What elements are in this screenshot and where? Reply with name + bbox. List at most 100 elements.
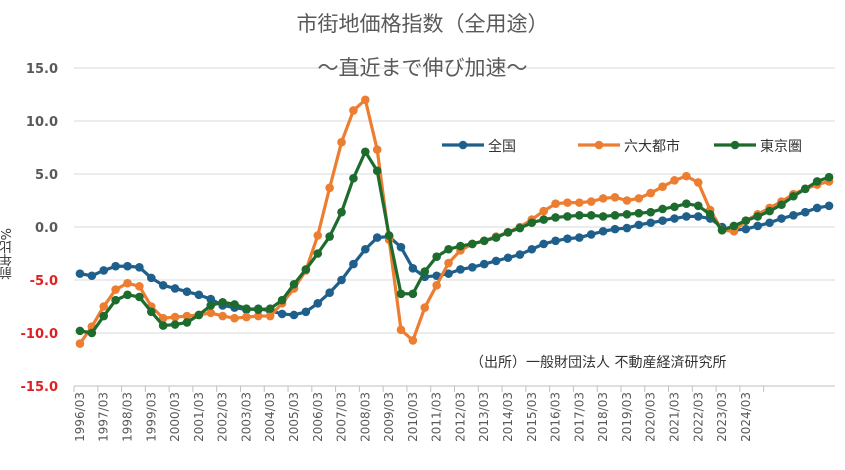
data-point bbox=[408, 289, 418, 299]
data-point bbox=[551, 213, 560, 222]
data-point bbox=[658, 204, 667, 214]
data-point bbox=[551, 199, 560, 208]
x-tick-label: 2005/03 bbox=[287, 392, 301, 442]
data-point bbox=[646, 218, 655, 228]
data-point bbox=[789, 211, 798, 220]
data-point bbox=[182, 318, 192, 327]
data-point bbox=[372, 145, 382, 154]
data-point bbox=[539, 215, 548, 224]
data-point bbox=[824, 201, 834, 211]
data-point bbox=[135, 262, 144, 272]
x-tick-label: 2002/03 bbox=[216, 392, 230, 442]
data-point bbox=[253, 305, 263, 314]
data-point bbox=[622, 223, 632, 233]
data-point bbox=[253, 311, 263, 321]
legend-swatch-marker bbox=[730, 140, 740, 150]
data-point bbox=[586, 197, 596, 206]
data-point bbox=[135, 292, 144, 302]
data-point bbox=[123, 290, 132, 300]
y-tick-label: 0.0 bbox=[35, 221, 58, 236]
data-point bbox=[87, 271, 97, 281]
data-point bbox=[765, 218, 774, 228]
data-point bbox=[693, 178, 703, 187]
x-tick-label: 2015/03 bbox=[525, 392, 539, 442]
data-point bbox=[777, 214, 786, 223]
data-point bbox=[158, 281, 168, 290]
data-point bbox=[277, 309, 287, 319]
data-point bbox=[230, 313, 239, 323]
data-point bbox=[670, 214, 679, 223]
data-point bbox=[87, 328, 97, 338]
data-point bbox=[432, 281, 441, 290]
data-point bbox=[598, 194, 608, 203]
data-point bbox=[491, 233, 501, 242]
data-point bbox=[456, 241, 465, 251]
data-point bbox=[170, 284, 180, 293]
data-point bbox=[610, 211, 620, 220]
data-point bbox=[194, 290, 204, 300]
x-tick-label: 2009/03 bbox=[382, 392, 396, 442]
data-point bbox=[610, 224, 620, 234]
data-point bbox=[527, 218, 537, 228]
data-point bbox=[622, 209, 632, 219]
data-point bbox=[99, 266, 109, 275]
data-point bbox=[586, 211, 596, 220]
data-point bbox=[812, 203, 822, 213]
data-point bbox=[812, 177, 822, 186]
legend-swatch-marker bbox=[458, 140, 468, 150]
data-point bbox=[349, 173, 358, 183]
x-tick-label: 2024/03 bbox=[739, 392, 753, 442]
data-point bbox=[75, 326, 85, 336]
legend-label-tokyoken: 東京圏 bbox=[760, 139, 802, 155]
data-point bbox=[325, 232, 334, 241]
x-tick-label: 1998/03 bbox=[121, 392, 135, 442]
y-tick-label: 5.0 bbox=[35, 168, 58, 183]
data-point bbox=[515, 250, 525, 259]
data-point bbox=[634, 208, 644, 218]
data-point bbox=[432, 252, 441, 261]
data-point bbox=[146, 273, 156, 283]
data-point bbox=[289, 279, 299, 289]
data-point bbox=[396, 325, 406, 335]
x-tick-label: 2000/03 bbox=[168, 392, 182, 442]
chart-title: 市街地価格指数（全用途） bbox=[296, 12, 549, 36]
data-point bbox=[468, 239, 477, 249]
data-point bbox=[396, 242, 406, 252]
data-point bbox=[682, 171, 691, 181]
data-point bbox=[670, 176, 679, 185]
data-point bbox=[693, 201, 703, 211]
data-point bbox=[717, 225, 727, 235]
data-point bbox=[170, 312, 180, 322]
data-point bbox=[515, 223, 525, 233]
data-point bbox=[646, 207, 655, 217]
data-point bbox=[800, 184, 810, 194]
data-point bbox=[456, 265, 465, 274]
data-point bbox=[372, 233, 382, 242]
data-point bbox=[325, 288, 334, 298]
y-axis-label: 前年比% bbox=[0, 228, 15, 280]
data-point bbox=[111, 295, 120, 305]
data-point bbox=[182, 287, 192, 296]
data-point bbox=[111, 285, 120, 294]
x-tick-label: 2006/03 bbox=[311, 392, 325, 442]
series-line-0 bbox=[79, 204, 830, 317]
x-tick-label: 2013/03 bbox=[477, 392, 491, 442]
data-point bbox=[325, 183, 334, 193]
x-tick-label: 2010/03 bbox=[406, 392, 420, 442]
y-tick-label: 10.0 bbox=[26, 115, 58, 130]
data-point bbox=[491, 256, 501, 266]
data-point bbox=[563, 212, 572, 221]
data-point bbox=[75, 269, 85, 278]
data-point bbox=[539, 239, 548, 249]
x-tick-label: 2007/03 bbox=[335, 392, 349, 442]
data-point bbox=[313, 249, 323, 258]
data-point bbox=[468, 262, 477, 272]
x-tick-label: 2016/03 bbox=[549, 392, 563, 442]
data-point bbox=[75, 339, 85, 348]
data-point bbox=[527, 244, 537, 254]
y-tick-label: -15.0 bbox=[21, 380, 58, 395]
x-tick-label: 2023/03 bbox=[715, 392, 729, 442]
x-tick-label: 1999/03 bbox=[144, 392, 158, 442]
data-point bbox=[682, 212, 691, 221]
